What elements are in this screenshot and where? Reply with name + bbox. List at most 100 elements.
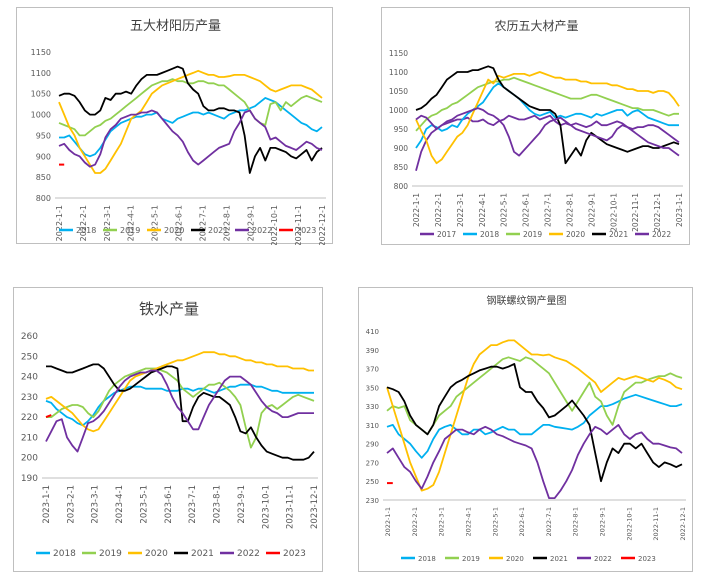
x-tick-label: 2022-11-1: [631, 193, 640, 232]
chart-panel-2: 农历五大材产量 800 850 900 950 1000 1050 1100 1150 2022-…: [381, 7, 690, 245]
x-tick-label: 2023-12-1: [310, 485, 320, 529]
chart-panel-1: 五大材阳历产量 800 850 900 950 1000 1050 1100 1150 2022-…: [16, 7, 333, 245]
legend-label-2023: 2023: [283, 549, 306, 559]
series-line-2022: [45, 369, 314, 453]
x-tick-label: 2022-5-1: [500, 193, 509, 227]
legend-label-2017: 2017: [437, 230, 456, 239]
legend-label-2019: 2019: [120, 226, 140, 235]
y-tick-label: 290: [366, 441, 379, 449]
x-tick-label: 2022-3-1: [456, 193, 465, 227]
y-tick-label: 240: [21, 373, 38, 383]
series-line-2020: [45, 351, 314, 433]
y-tick-label: 200: [21, 454, 38, 464]
x-tick-label: 2022-2-1: [434, 193, 443, 227]
x-tick-label: 2022-6-1: [518, 507, 526, 537]
y-tick-label: 230: [366, 497, 379, 505]
x-tick-label: 2022-9-1: [587, 193, 596, 227]
x-tick-label: 2022-4-1: [127, 205, 136, 241]
x-tick-label: 2022-11-1: [652, 507, 660, 541]
legend-label-2019: 2019: [523, 230, 542, 239]
x-tick-label: 2023-7-1: [188, 485, 198, 524]
series-line-2017: [415, 114, 680, 172]
chart-svg-3: 铁水产量 190 200 210 220 230 240 250 260 2023-1-1 2023…: [21, 300, 320, 559]
x-tick-label: 2023-2-1: [66, 485, 76, 524]
series-line-2021: [386, 363, 683, 483]
x-tick-label: 2022-2-1: [411, 507, 419, 537]
legend-label-2018: 2018: [480, 230, 499, 239]
series-line-2022: [386, 423, 683, 500]
y-tick-label: 310: [366, 422, 379, 430]
chart-svg-1: 五大材阳历产量 800 850 900 950 1000 1050 1100 1150 2022-…: [31, 19, 327, 245]
y-tick-label: 900: [394, 144, 409, 153]
x-tick-label: 2022-10-1: [625, 507, 633, 541]
legend-label-2021: 2021: [550, 555, 568, 563]
x-tick-label: 2022-10-1: [270, 205, 279, 245]
y-tick-label: 190: [21, 474, 38, 484]
x-tick-label: 2022-1-1: [412, 193, 421, 227]
series-line-2019: [58, 78, 323, 137]
y-tick-label: 1050: [31, 90, 51, 99]
y-tick-label: 220: [21, 413, 38, 423]
y-tick-label: 1150: [31, 48, 51, 57]
series-line-2023: [45, 414, 52, 419]
chart-svg-4: 钢联螺纹钢产量图 230 250 270 290 310 330 350 370 390 410 20…: [366, 294, 687, 563]
x-tick-label: 2022-6-1: [522, 193, 531, 227]
y-tick-label: 800: [394, 182, 409, 191]
legend-label-2020: 2020: [164, 226, 184, 235]
x-tick-label: 2023-11-1: [286, 485, 296, 529]
series-line-2022: [58, 109, 323, 168]
y-tick-label: 330: [366, 403, 379, 411]
series-line-2019: [46, 367, 315, 449]
legend-label-2021: 2021: [208, 226, 228, 235]
y-tick-label: 950: [36, 131, 51, 140]
chart-title: 农历五大材产量: [494, 19, 578, 33]
x-tick-label: 2022-3-1: [438, 507, 446, 537]
legend-label-2020: 2020: [506, 555, 524, 563]
x-tick-label: 2022-7-1: [545, 507, 553, 537]
legend-label-2018: 2018: [53, 549, 76, 559]
series-line-2021: [58, 65, 323, 174]
x-tick-label: 2022-8-1: [222, 205, 231, 241]
legend-label-2019: 2019: [462, 555, 480, 563]
x-tick-label: 2023-3-1: [91, 485, 101, 524]
x-tick-label: 2022-8-1: [565, 193, 574, 227]
y-tick-label: 900: [36, 152, 51, 161]
y-tick-label: 260: [21, 332, 38, 342]
series-line-2020: [386, 339, 683, 492]
y-tick-label: 410: [366, 328, 379, 336]
series-line-2021: [415, 65, 680, 165]
y-tick-label: 210: [21, 433, 38, 443]
y-tick-label: 270: [366, 459, 379, 467]
y-tick-label: 250: [366, 478, 379, 486]
legend-label-2018: 2018: [76, 226, 96, 235]
x-tick-label: 2023-4-1: [115, 485, 125, 524]
x-tick-label: 2023-1-1: [675, 193, 684, 227]
legend-label-2018: 2018: [418, 555, 436, 563]
series-line-2020: [58, 69, 323, 174]
y-tick-label: 250: [21, 352, 38, 362]
series-line-2019: [386, 356, 683, 436]
x-tick-label: 2022-5-1: [151, 205, 160, 241]
y-tick-label: 850: [36, 173, 51, 182]
x-tick-label: 2022-12-1: [653, 193, 662, 232]
x-tick-label: 2022-4-1: [464, 507, 472, 537]
x-tick-label: 2022-6-1: [175, 205, 184, 241]
chart-title: 钢联螺纹钢产量图: [487, 294, 567, 307]
x-tick-label: 2022-12-1: [679, 507, 687, 541]
x-tick-label: 2022-10-1: [609, 193, 618, 232]
series-line-2018: [386, 393, 683, 459]
legend-label-2022: 2022: [652, 230, 671, 239]
x-tick-label: 2022-9-1: [599, 507, 607, 537]
y-tick-label: 1050: [389, 87, 408, 96]
x-tick-label: 2022-8-1: [572, 507, 580, 537]
x-tick-label: 2022-12-1: [318, 205, 327, 245]
x-tick-label: 2022-7-1: [544, 193, 553, 227]
x-tick-label: 2022-7-1: [198, 205, 207, 241]
chart-title: 五大材阳历产量: [130, 19, 221, 34]
x-tick-label: 2023-10-1: [261, 485, 271, 529]
x-tick-label: 2022-4-1: [478, 193, 487, 227]
x-tick-label: 2023-8-1: [213, 485, 223, 524]
x-tick-label: 2022-2-1: [79, 205, 88, 241]
y-tick-label: 390: [366, 347, 379, 355]
series-line-2020: [415, 71, 680, 165]
